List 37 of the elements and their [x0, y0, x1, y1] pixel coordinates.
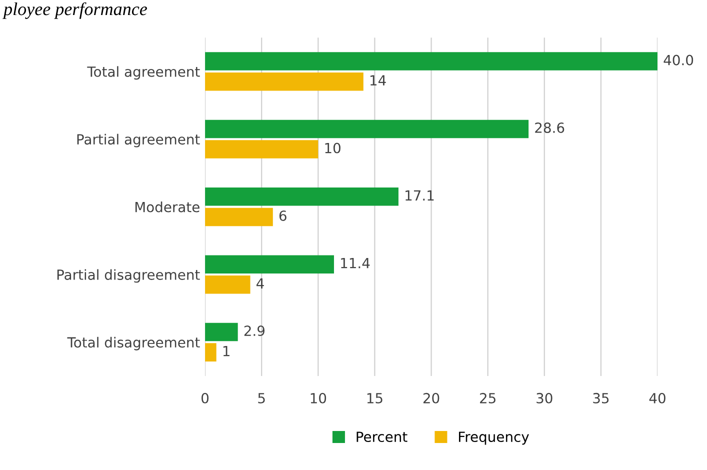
- legend-label: Frequency: [458, 432, 529, 445]
- data-label: 2.9: [244, 326, 264, 336]
- data-label: 40.0: [664, 54, 694, 66]
- data-label: 10: [325, 142, 340, 154]
- bar: [205, 275, 250, 294]
- y-tick-label: Total disagreement: [67, 336, 200, 350]
- x-tick-label: 0: [202, 392, 209, 404]
- y-tick-label: Moderate: [135, 202, 200, 212]
- bar: [205, 72, 364, 91]
- x-tick-label: 40: [649, 392, 666, 404]
- x-tick-label: 10: [310, 392, 326, 404]
- bar: [205, 52, 658, 70]
- data-label: 28.6: [535, 122, 564, 133]
- y-tick-label: Partial agreement: [77, 134, 200, 148]
- bar: [205, 343, 216, 362]
- bar: [205, 255, 334, 274]
- bar: [205, 140, 318, 158]
- data-label: 4: [256, 278, 264, 288]
- bar: [205, 322, 238, 342]
- data-label: 14: [370, 75, 386, 86]
- legend-label: Percent: [356, 432, 408, 442]
- x-tick-label: 5: [258, 393, 265, 404]
- chart-title: ployee performance: [2, 2, 148, 19]
- bar: [205, 120, 529, 138]
- data-label: 11.4: [341, 258, 370, 268]
- x-tick-label: 20: [423, 392, 440, 404]
- x-tick-label: 15: [367, 393, 382, 404]
- data-label: 17.1: [406, 190, 434, 200]
- bar: [205, 208, 273, 226]
- x-tick-label: 25: [480, 392, 496, 404]
- x-tick-label: 30: [536, 392, 552, 404]
- y-tick-label: Total agreement: [87, 66, 200, 80]
- data-label: 6: [279, 210, 286, 221]
- x-tick-label: 35: [593, 392, 609, 404]
- y-tick-label: Partial disagreement: [57, 269, 200, 283]
- bar: [205, 188, 398, 206]
- data-label: 1: [223, 346, 230, 356]
